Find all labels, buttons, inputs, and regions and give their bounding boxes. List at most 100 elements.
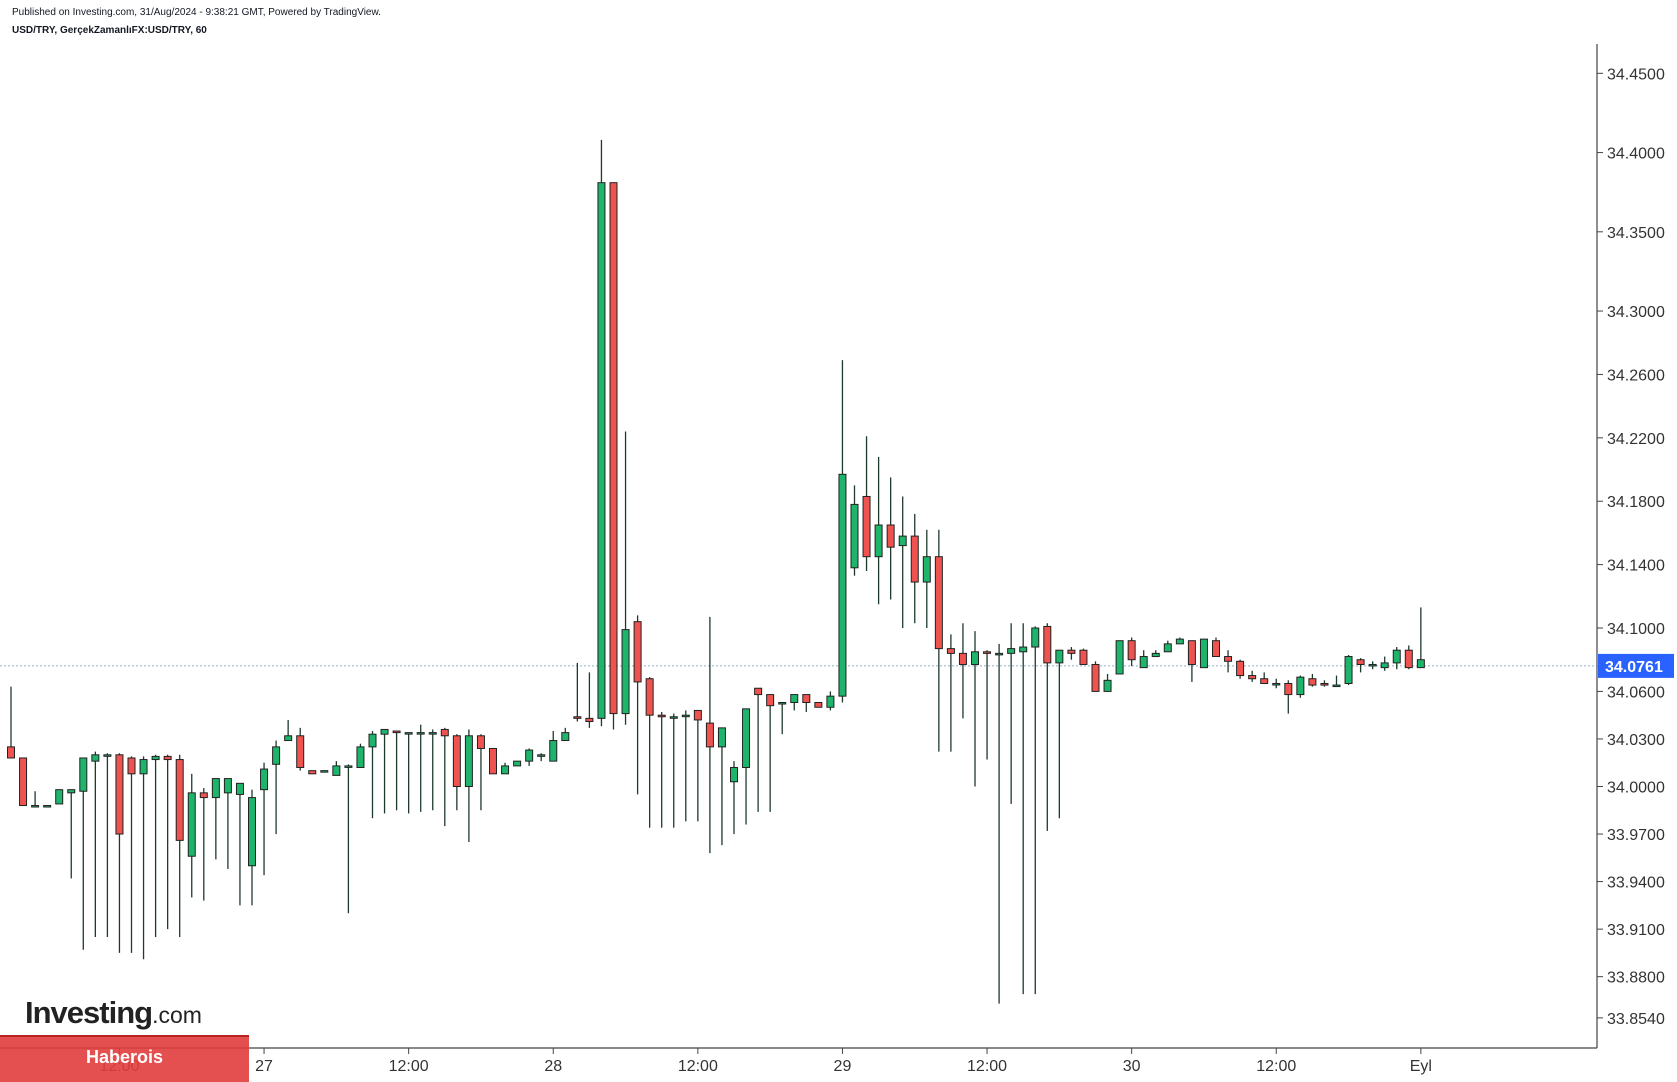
candle[interactable] [790, 694, 799, 711]
candle[interactable] [43, 805, 52, 808]
candle[interactable] [1248, 670, 1257, 682]
candle[interactable] [838, 360, 847, 703]
candle[interactable] [380, 728, 389, 814]
candle[interactable] [1199, 638, 1208, 669]
candle[interactable] [1308, 673, 1317, 687]
candle[interactable] [1019, 623, 1028, 995]
candle[interactable] [850, 485, 859, 576]
candle[interactable] [946, 634, 955, 752]
candle[interactable] [103, 753, 112, 938]
candle[interactable] [187, 773, 196, 898]
candle[interactable] [730, 761, 738, 835]
candle[interactable] [1416, 607, 1425, 669]
candle[interactable] [1163, 640, 1172, 653]
candle[interactable] [272, 740, 281, 835]
candle[interactable] [1151, 650, 1160, 658]
candle[interactable] [1380, 656, 1389, 671]
candle[interactable] [934, 529, 943, 752]
candle[interactable] [320, 770, 329, 773]
candle[interactable] [1067, 647, 1076, 660]
candle[interactable] [958, 623, 967, 719]
candle[interactable] [163, 754, 172, 930]
candle[interactable] [356, 743, 365, 768]
candle[interactable] [235, 782, 244, 906]
candle[interactable] [621, 431, 630, 725]
candle[interactable] [742, 708, 751, 825]
candle[interactable] [1260, 672, 1269, 684]
candle[interactable] [115, 753, 124, 953]
candle[interactable] [1212, 637, 1220, 658]
candle[interactable] [862, 436, 871, 571]
candle[interactable] [561, 727, 570, 742]
candle[interactable] [995, 643, 1004, 1004]
candle[interactable] [91, 751, 100, 938]
candle[interactable] [1115, 640, 1124, 675]
candle[interactable] [211, 778, 220, 860]
candle[interactable] [766, 694, 775, 812]
candle[interactable] [79, 757, 88, 950]
candle[interactable] [657, 712, 666, 828]
candle[interactable] [681, 710, 690, 822]
candle[interactable] [645, 677, 654, 828]
candle[interactable] [802, 694, 811, 713]
candle[interactable] [898, 496, 907, 629]
candle[interactable] [1224, 650, 1233, 673]
candle[interactable] [1139, 650, 1148, 669]
candle[interactable] [175, 754, 184, 938]
candle[interactable] [139, 756, 148, 960]
candle[interactable] [693, 709, 702, 822]
candle[interactable] [296, 727, 305, 771]
candle[interactable] [248, 789, 256, 906]
candle[interactable] [199, 788, 208, 901]
candle[interactable] [1368, 661, 1377, 670]
candle[interactable] [1284, 680, 1293, 714]
candle[interactable] [501, 762, 510, 775]
candle[interactable] [1079, 648, 1088, 665]
candle[interactable] [332, 761, 341, 776]
candle[interactable] [1272, 678, 1281, 689]
candle[interactable] [489, 747, 497, 775]
candle[interactable] [344, 764, 353, 914]
candle[interactable] [404, 732, 413, 814]
candle[interactable] [525, 748, 534, 766]
candle[interactable] [392, 730, 401, 811]
candle[interactable] [127, 756, 136, 953]
candle[interactable] [440, 727, 449, 827]
candle[interactable] [31, 791, 40, 808]
candle[interactable] [368, 731, 377, 819]
candle[interactable] [1332, 675, 1341, 688]
candle[interactable] [428, 729, 437, 811]
candle[interactable] [826, 691, 835, 711]
candle[interactable] [1043, 623, 1052, 831]
candle[interactable] [1356, 658, 1365, 673]
candle[interactable] [223, 778, 232, 869]
candle[interactable] [67, 789, 76, 879]
candle[interactable] [778, 702, 787, 735]
candle[interactable] [705, 616, 714, 854]
candle[interactable] [452, 734, 461, 811]
candle[interactable] [922, 529, 931, 629]
candle[interactable] [717, 727, 726, 846]
candle[interactable] [464, 729, 473, 842]
candle[interactable] [260, 762, 269, 876]
candle[interactable] [874, 456, 883, 605]
candle[interactable] [537, 753, 546, 762]
candle[interactable] [1103, 673, 1112, 692]
candle[interactable] [1344, 654, 1353, 686]
candle[interactable] [1320, 680, 1329, 687]
candle[interactable] [910, 513, 919, 624]
candle[interactable] [416, 724, 425, 812]
candle[interactable] [7, 686, 15, 759]
candle[interactable] [1392, 647, 1401, 670]
candle[interactable] [983, 650, 992, 760]
candle[interactable] [1091, 661, 1100, 692]
candle[interactable] [1127, 637, 1136, 667]
candle[interactable] [1236, 659, 1245, 679]
candle[interactable] [55, 789, 64, 805]
candle[interactable] [1055, 649, 1064, 819]
candle[interactable] [19, 757, 28, 807]
candle[interactable] [476, 734, 485, 811]
candle[interactable] [597, 139, 606, 727]
candle[interactable] [573, 662, 582, 722]
